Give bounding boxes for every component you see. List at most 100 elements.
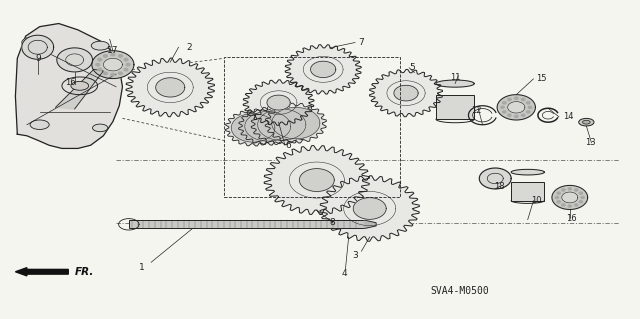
- Ellipse shape: [515, 115, 518, 118]
- Ellipse shape: [98, 58, 102, 61]
- Ellipse shape: [581, 197, 584, 198]
- Bar: [511, 182, 544, 201]
- Text: 16: 16: [566, 213, 577, 222]
- Circle shape: [92, 41, 109, 50]
- Polygon shape: [243, 80, 314, 125]
- Ellipse shape: [557, 201, 560, 203]
- Polygon shape: [310, 61, 336, 78]
- Polygon shape: [497, 95, 536, 120]
- Ellipse shape: [527, 111, 530, 113]
- Text: 5: 5: [410, 63, 415, 72]
- Ellipse shape: [502, 102, 506, 104]
- Polygon shape: [436, 80, 474, 87]
- Ellipse shape: [126, 63, 130, 66]
- Circle shape: [71, 81, 89, 90]
- Text: SVA4-M0500: SVA4-M0500: [431, 286, 490, 296]
- Ellipse shape: [579, 192, 582, 194]
- Polygon shape: [57, 48, 93, 72]
- Polygon shape: [285, 45, 361, 94]
- Text: 18: 18: [494, 182, 505, 191]
- Text: 6: 6: [285, 141, 291, 150]
- Ellipse shape: [508, 114, 511, 116]
- Text: 14: 14: [563, 112, 574, 121]
- Polygon shape: [353, 198, 386, 219]
- Circle shape: [30, 120, 49, 130]
- Ellipse shape: [562, 189, 565, 191]
- Bar: [129, 220, 365, 228]
- Ellipse shape: [508, 98, 511, 100]
- Ellipse shape: [96, 63, 100, 66]
- Polygon shape: [239, 108, 297, 145]
- Polygon shape: [258, 109, 306, 140]
- Ellipse shape: [104, 72, 108, 75]
- Ellipse shape: [557, 192, 560, 194]
- FancyArrow shape: [15, 268, 68, 276]
- Ellipse shape: [522, 98, 525, 100]
- Ellipse shape: [111, 53, 115, 56]
- Polygon shape: [156, 78, 185, 97]
- Text: 11: 11: [450, 73, 460, 82]
- Text: 17: 17: [107, 46, 118, 55]
- Polygon shape: [562, 192, 578, 203]
- Polygon shape: [265, 103, 326, 143]
- Polygon shape: [508, 102, 525, 113]
- Polygon shape: [300, 169, 334, 191]
- Ellipse shape: [118, 55, 122, 57]
- Text: 12: 12: [471, 106, 481, 115]
- Text: 15: 15: [536, 74, 547, 83]
- Polygon shape: [320, 176, 419, 241]
- Text: 10: 10: [531, 196, 542, 205]
- Text: 1: 1: [139, 263, 145, 271]
- Ellipse shape: [98, 68, 102, 71]
- Ellipse shape: [527, 102, 530, 104]
- Ellipse shape: [502, 111, 506, 113]
- Text: 2: 2: [186, 43, 192, 52]
- Ellipse shape: [104, 55, 108, 57]
- Ellipse shape: [568, 205, 572, 207]
- Ellipse shape: [568, 188, 572, 190]
- Ellipse shape: [575, 189, 578, 191]
- Text: 16: 16: [65, 78, 76, 86]
- Bar: [436, 95, 474, 119]
- Ellipse shape: [515, 97, 518, 99]
- Ellipse shape: [118, 72, 122, 75]
- Ellipse shape: [124, 58, 128, 61]
- Bar: [225, 57, 399, 197]
- Text: 3: 3: [352, 251, 358, 260]
- Polygon shape: [264, 145, 369, 215]
- Polygon shape: [225, 110, 281, 146]
- Text: FR.: FR.: [75, 267, 94, 277]
- Circle shape: [582, 120, 590, 124]
- Polygon shape: [56, 69, 103, 109]
- Polygon shape: [231, 114, 275, 142]
- Circle shape: [93, 124, 108, 132]
- Text: 13: 13: [586, 137, 596, 147]
- Text: 9: 9: [35, 54, 41, 63]
- Ellipse shape: [522, 114, 525, 116]
- Ellipse shape: [579, 201, 582, 203]
- Ellipse shape: [124, 68, 128, 71]
- Polygon shape: [511, 169, 544, 175]
- Ellipse shape: [575, 204, 578, 206]
- Circle shape: [579, 118, 594, 126]
- Polygon shape: [251, 105, 312, 145]
- Circle shape: [22, 37, 45, 48]
- Polygon shape: [272, 108, 320, 139]
- Polygon shape: [479, 168, 511, 189]
- Text: 7: 7: [358, 38, 364, 47]
- Polygon shape: [394, 85, 418, 101]
- Polygon shape: [22, 35, 54, 59]
- Text: 8: 8: [330, 218, 335, 227]
- Ellipse shape: [556, 197, 559, 198]
- Polygon shape: [369, 70, 443, 117]
- Text: 4: 4: [341, 269, 347, 278]
- Polygon shape: [104, 58, 122, 71]
- Polygon shape: [267, 95, 290, 110]
- Polygon shape: [15, 24, 122, 148]
- Ellipse shape: [562, 204, 565, 206]
- Polygon shape: [552, 185, 588, 210]
- Ellipse shape: [500, 106, 504, 108]
- Polygon shape: [365, 220, 376, 228]
- Polygon shape: [92, 51, 134, 78]
- Ellipse shape: [528, 106, 532, 108]
